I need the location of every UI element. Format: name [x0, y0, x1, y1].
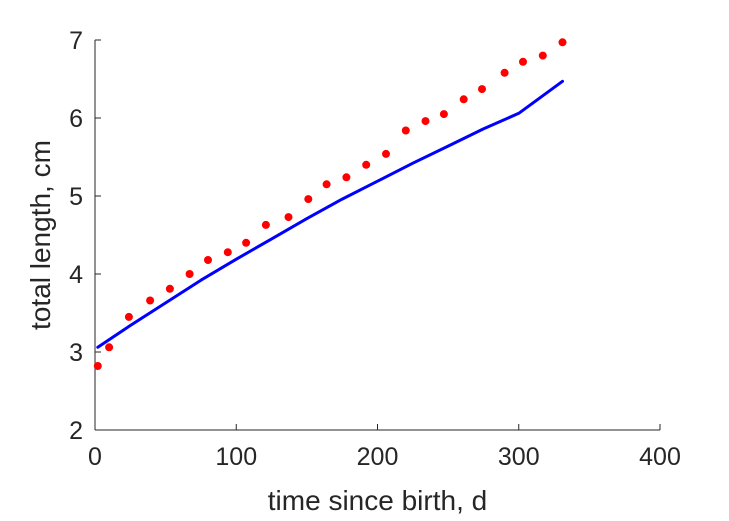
data-point [284, 213, 293, 222]
data-point [185, 270, 194, 278]
data-point [261, 220, 270, 229]
data-point [362, 160, 371, 169]
data-point [165, 284, 174, 293]
data-point [342, 173, 351, 182]
data-point [538, 51, 547, 60]
y-tick-label: 3 [69, 339, 83, 367]
data-point [204, 256, 212, 264]
x-axis-label: time since birth, d [268, 485, 487, 516]
y-tick-label: 4 [69, 261, 83, 289]
data-point [478, 85, 486, 94]
x-tick-label: 400 [639, 443, 681, 471]
y-tick-label: 5 [69, 183, 83, 211]
data-point [322, 180, 331, 189]
plot-area [93, 38, 567, 370]
data-point [439, 110, 448, 119]
data-point [223, 248, 232, 257]
data-point [401, 126, 410, 135]
y-tick-label: 7 [69, 27, 83, 55]
x-tick-label: 100 [215, 443, 257, 471]
fit-line [96, 79, 564, 349]
x-tick-label: 200 [357, 443, 399, 471]
data-point [558, 38, 567, 47]
data-point [242, 238, 251, 247]
data-point [500, 68, 509, 77]
data-point [304, 195, 313, 204]
data-point [459, 95, 468, 104]
data-point [124, 312, 133, 321]
data-point [421, 117, 430, 126]
y-tick-label: 2 [69, 417, 83, 445]
ticks: 0 100 200 300 400 2 3 4 5 6 7 [69, 27, 681, 471]
x-tick-label: 300 [498, 443, 540, 471]
data-point [93, 362, 102, 370]
x-tick-label: 0 [88, 443, 102, 471]
data-point [382, 149, 390, 158]
data-point [519, 57, 527, 66]
data-point [146, 296, 155, 305]
y-tick-label: 6 [69, 105, 83, 133]
data-point [105, 343, 114, 352]
axes [94, 40, 660, 431]
y-axis-label: total length, cm [25, 140, 56, 330]
